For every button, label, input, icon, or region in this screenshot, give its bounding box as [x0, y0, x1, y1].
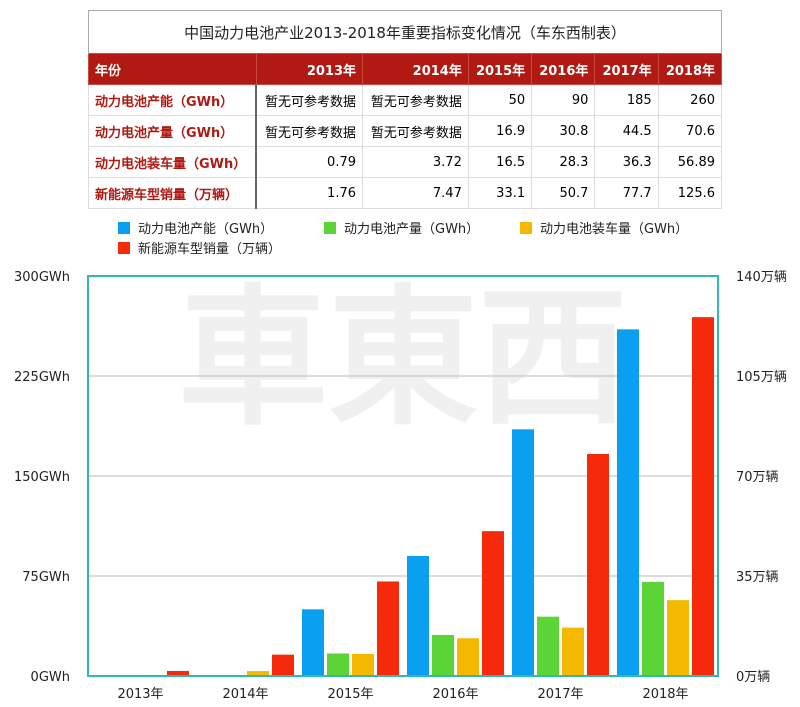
header-cell: 年份: [88, 53, 257, 85]
row-label: 动力电池产能（GWh）: [88, 84, 258, 116]
table-cell: 44.5: [594, 115, 659, 147]
bar: [587, 454, 609, 676]
legend-item: 动力电池装车量（GWh）: [520, 218, 688, 237]
legend-label: 动力电池装车量（GWh）: [540, 222, 689, 237]
x-tick-label: 2018年: [642, 687, 688, 702]
table-cell: 77.7: [594, 177, 659, 209]
bar: [327, 653, 349, 676]
plot-frame: [87, 275, 719, 677]
legend-swatch: [324, 221, 336, 234]
right-tick-label: 35万辆: [736, 570, 779, 585]
bar: [617, 329, 639, 676]
bar: [482, 531, 504, 676]
header-cell: 2014年: [362, 53, 469, 85]
bar: [562, 627, 584, 676]
x-tick-label: 2013年: [117, 687, 163, 702]
table-row: 动力电池产能（GWh） 暂无可参考数据 暂无可参考数据 50 90 185 260: [88, 84, 723, 116]
x-tick-label: 2014年: [222, 687, 268, 702]
bar: [352, 654, 374, 676]
table-cell: 36.3: [594, 146, 659, 178]
table-header: 年份 2013年 2014年 2015年 2016年 2017年 2018年: [88, 53, 723, 85]
right-tick-label: 70万辆: [736, 470, 779, 485]
table-cell: 暂无可参考数据: [255, 115, 364, 147]
data-table: 中国动力电池产业2013-2018年重要指标变化情况（车东西制表） 年份 201…: [88, 10, 723, 209]
legend-label: 动力电池产能（GWh）: [138, 222, 274, 237]
bar: [512, 429, 534, 676]
table-title: 中国动力电池产业2013-2018年重要指标变化情况（车东西制表）: [88, 10, 722, 54]
bar: [692, 317, 714, 676]
watermark: 車東西: [178, 272, 628, 446]
header-cell: 2017年: [594, 53, 659, 85]
legend-swatch: [118, 241, 130, 254]
header-cell: 2016年: [531, 53, 596, 85]
bar: [537, 616, 559, 676]
table-cell: 30.8: [531, 115, 596, 147]
bar: [642, 581, 664, 676]
left-tick-label: 225GWh: [14, 370, 70, 385]
table-cell: 50.7: [531, 177, 596, 209]
bar: [667, 600, 689, 676]
table-cell: 70.6: [657, 115, 723, 147]
bar: [457, 638, 479, 676]
bar: [407, 556, 429, 676]
bar: [377, 581, 399, 676]
legend-swatch: [118, 221, 130, 234]
left-tick-label: 300GWh: [14, 270, 70, 285]
bar: [432, 634, 454, 676]
legend-item: 动力电池产能（GWh）: [118, 218, 273, 237]
legend-label: 新能源车型销量（万辆）: [138, 242, 282, 257]
bar: [302, 609, 324, 676]
legend-label: 动力电池产量（GWh）: [344, 222, 480, 237]
table-cell: 暂无可参考数据: [362, 84, 469, 116]
bar: [167, 670, 189, 676]
row-label: 动力电池产量（GWh）: [88, 115, 258, 147]
x-tick-label: 2016年: [432, 687, 478, 702]
row-label: 动力电池装车量（GWh）: [88, 146, 258, 178]
table-cell: 16.5: [467, 146, 533, 178]
header-cell: 2015年: [467, 53, 533, 85]
table-cell: 0.79: [255, 146, 364, 178]
header-cell: 2018年: [657, 53, 723, 85]
table-cell: 260: [657, 84, 723, 116]
x-tick-label: 2017年: [537, 687, 583, 702]
x-tick-label: 2015年: [327, 687, 373, 702]
right-tick-label: 0万辆: [736, 670, 770, 685]
left-tick-label: 150GWh: [14, 470, 70, 485]
left-tick-label: 75GWh: [22, 570, 70, 585]
table-cell: 125.6: [657, 177, 723, 209]
header-cell: 2013年: [255, 53, 364, 85]
bar: [272, 654, 294, 676]
table-cell: 1.76: [255, 177, 364, 209]
legend-item: 动力电池产量（GWh）: [324, 218, 479, 237]
table-row: 新能源车型销量（万辆） 1.76 7.47 33.1 50.7 77.7 125.6: [88, 177, 723, 209]
table-row: 动力电池产量（GWh） 暂无可参考数据 暂无可参考数据 16.9 30.8 44.5 70.…: [88, 115, 723, 147]
left-tick-label: 0GWh: [31, 670, 70, 685]
legend-item: 新能源车型销量（万辆）: [118, 238, 281, 257]
right-tick-label: 105万辆: [736, 370, 787, 385]
right-tick-label: 140万辆: [736, 270, 787, 285]
table-cell: 185: [594, 84, 659, 116]
legend-swatch: [520, 221, 532, 234]
row-label: 新能源车型销量（万辆）: [88, 177, 258, 209]
table-cell: 7.47: [362, 177, 469, 209]
bar: [247, 671, 269, 676]
table-cell: 暂无可参考数据: [255, 84, 364, 116]
